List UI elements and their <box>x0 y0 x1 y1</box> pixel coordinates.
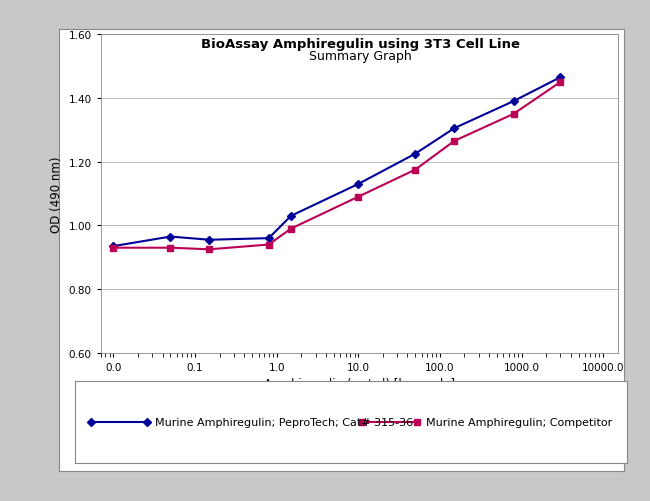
Murine Amphiregulin; Competitor <box>510 112 517 118</box>
Murine Amphiregulin; Competitor <box>411 167 419 173</box>
Murine Amphiregulin; Competitor <box>354 194 362 200</box>
Murine Amphiregulin; PeproTech; Cat# 315-36 <box>109 243 117 249</box>
Murine Amphiregulin; Competitor <box>205 247 213 253</box>
Murine Amphiregulin; Competitor <box>166 245 174 251</box>
Murine Amphiregulin; PeproTech; Cat# 315-36 <box>287 213 295 219</box>
Murine Amphiregulin; PeproTech; Cat# 315-36 <box>265 235 272 241</box>
Line: Murine Amphiregulin; Competitor: Murine Amphiregulin; Competitor <box>111 80 564 253</box>
Murine Amphiregulin; PeproTech; Cat# 315-36 <box>411 151 419 157</box>
Murine Amphiregulin; PeproTech; Cat# 315-36 <box>556 75 564 81</box>
Murine Amphiregulin; PeproTech; Cat# 315-36 <box>510 99 517 105</box>
Line: Murine Amphiregulin; PeproTech; Cat# 315-36: Murine Amphiregulin; PeproTech; Cat# 315… <box>111 75 564 250</box>
Murine Amphiregulin; PeproTech; Cat# 315-36 <box>166 234 174 240</box>
X-axis label: Amphiregulin (ng/ml) [log scale]: Amphiregulin (ng/ml) [log scale] <box>263 378 455 391</box>
Text: Summary Graph: Summary Graph <box>309 50 412 63</box>
Murine Amphiregulin; Competitor <box>450 139 458 145</box>
Text: Murine Amphiregulin; Competitor: Murine Amphiregulin; Competitor <box>426 417 612 427</box>
Text: Murine Amphiregulin; PeproTech; Cat# 315-36: Murine Amphiregulin; PeproTech; Cat# 315… <box>155 417 413 427</box>
Murine Amphiregulin; PeproTech; Cat# 315-36 <box>450 126 458 132</box>
Murine Amphiregulin; PeproTech; Cat# 315-36 <box>205 237 213 243</box>
Murine Amphiregulin; Competitor <box>556 80 564 86</box>
Y-axis label: OD (490 nm): OD (490 nm) <box>50 156 63 232</box>
Murine Amphiregulin; Competitor <box>265 242 272 248</box>
Murine Amphiregulin; Competitor <box>109 245 117 251</box>
Murine Amphiregulin; PeproTech; Cat# 315-36 <box>354 181 362 187</box>
Murine Amphiregulin; Competitor <box>287 226 295 232</box>
Text: BioAssay Amphiregulin using 3T3 Cell Line: BioAssay Amphiregulin using 3T3 Cell Lin… <box>202 38 520 51</box>
